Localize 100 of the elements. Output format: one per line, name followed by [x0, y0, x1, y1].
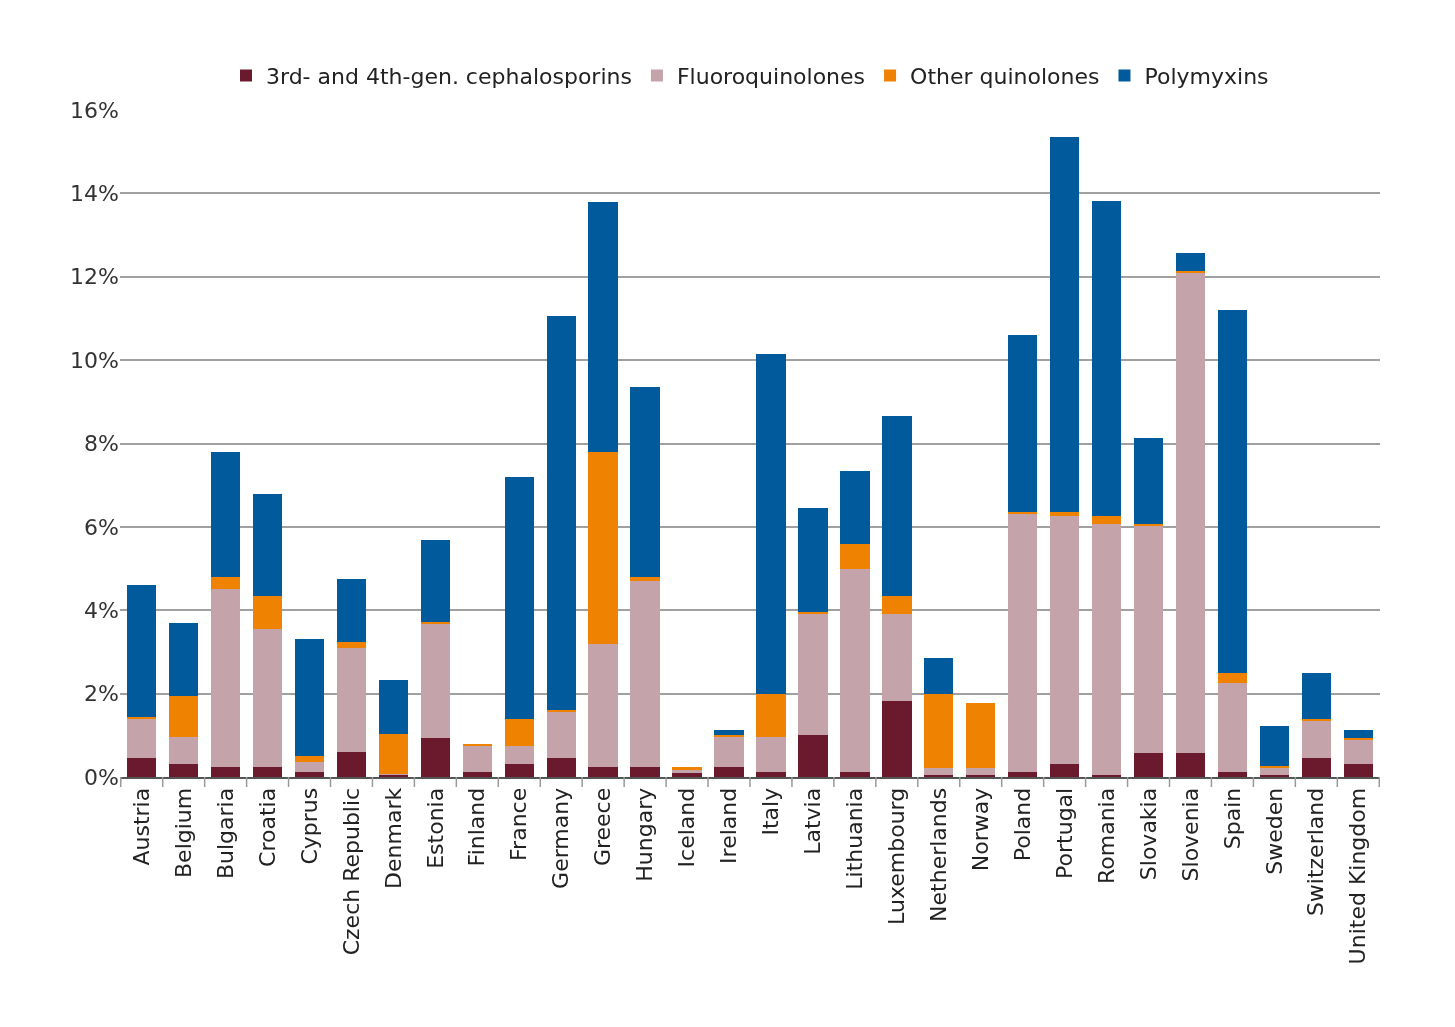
bar: [210, 766, 241, 777]
bar: [840, 470, 870, 544]
legend-label: Polymyxins: [1144, 64, 1269, 90]
bar: [1343, 763, 1373, 777]
bar: [1301, 718, 1332, 721]
bar: [840, 568, 870, 772]
x-tick-label: Poland: [1009, 787, 1035, 862]
bar: [210, 589, 241, 767]
bar: [1217, 772, 1248, 777]
y-tick-label: 8%: [84, 431, 119, 457]
x-tick-label: Luxembourg: [883, 787, 909, 925]
bar: [756, 772, 786, 777]
bar: [336, 647, 367, 752]
x-tick-label: Switzerland: [1303, 787, 1329, 917]
bar: [294, 772, 325, 777]
bar: [336, 751, 367, 777]
bar: [1007, 335, 1038, 513]
bar: [1301, 672, 1332, 719]
x-tick-label: Slovenia: [1177, 787, 1203, 882]
bar: [420, 623, 451, 739]
x-tick-label: Romania: [1093, 787, 1119, 885]
bar: [1343, 740, 1373, 764]
x-tick-label: Norway: [967, 787, 993, 872]
bar: [798, 614, 828, 736]
y-tick-label: 4%: [84, 597, 119, 623]
bar: [714, 735, 744, 738]
y-tick-label: 12%: [70, 264, 119, 290]
bar: [168, 622, 199, 696]
bar: [336, 578, 367, 642]
x-tick-label: Cyprus: [296, 787, 322, 865]
legend-label: 3rd- and 4th-gen. cephalosporins: [266, 64, 632, 90]
x-tick-label: Italy: [758, 787, 784, 836]
bar: [210, 576, 241, 590]
bar: [1217, 683, 1248, 772]
bar: [1343, 738, 1373, 741]
bar: [1049, 512, 1080, 517]
bar: [504, 718, 534, 746]
bar: [630, 387, 660, 577]
bar: [546, 710, 576, 713]
bar: [127, 718, 157, 759]
bar: [798, 735, 828, 777]
x-tick-label: Slovakia: [1135, 787, 1161, 881]
bar: [127, 716, 157, 719]
bar: [1217, 672, 1248, 684]
bar: [966, 703, 996, 768]
bar: [1259, 726, 1290, 766]
bar: [1091, 515, 1122, 524]
bar: [924, 693, 954, 768]
bar: [1133, 523, 1164, 526]
x-tick-label: Finland: [464, 787, 490, 867]
legend-label: Fluoroquinolones: [676, 64, 866, 90]
bar: [168, 737, 199, 765]
bar: [882, 595, 912, 615]
bar: [1175, 752, 1206, 777]
x-tick-label: Estonia: [422, 787, 448, 869]
x-tick-label: Czech Republic: [338, 787, 364, 956]
bar: [127, 585, 157, 717]
bar: [882, 416, 912, 596]
bar: [1133, 752, 1164, 777]
y-tick-label: 10%: [70, 347, 119, 373]
bar: [420, 540, 451, 622]
x-tick-label: France: [506, 787, 532, 861]
bar: [630, 766, 660, 777]
bar: [336, 641, 367, 648]
bar: [168, 764, 199, 777]
bar: [1175, 271, 1206, 274]
bar: [420, 621, 451, 624]
bar: [840, 772, 870, 777]
bar: [1301, 758, 1332, 777]
bar: [546, 712, 576, 759]
x-tick-label: Ireland: [716, 787, 742, 864]
y-tick-label: 0%: [84, 764, 119, 790]
x-tick-label: Greece: [590, 787, 616, 867]
bar: [630, 576, 660, 582]
bar: [714, 737, 744, 767]
x-tick-label: Hungary: [632, 787, 658, 882]
bar: [966, 767, 996, 775]
bar: [294, 639, 325, 757]
bar: [546, 758, 576, 777]
bar: [1007, 514, 1038, 772]
x-tick-label: Sweden: [1261, 787, 1287, 875]
x-tick-label: Netherlands: [925, 787, 951, 922]
bar: [504, 745, 534, 765]
bar: [1259, 767, 1290, 775]
bar: [546, 316, 576, 711]
bar: [714, 766, 744, 777]
bar: [672, 772, 702, 777]
bar: [924, 658, 954, 694]
bar: [1091, 200, 1122, 516]
bar: [588, 451, 618, 644]
bar: [252, 493, 283, 596]
bar: [462, 772, 493, 777]
y-tick-label: 14%: [70, 181, 119, 207]
bar: [1259, 765, 1290, 768]
bar: [252, 629, 283, 767]
bar: [924, 774, 954, 777]
bar: [1343, 730, 1373, 739]
bar: [924, 767, 954, 775]
bar: [882, 700, 912, 777]
bar: [588, 643, 618, 767]
